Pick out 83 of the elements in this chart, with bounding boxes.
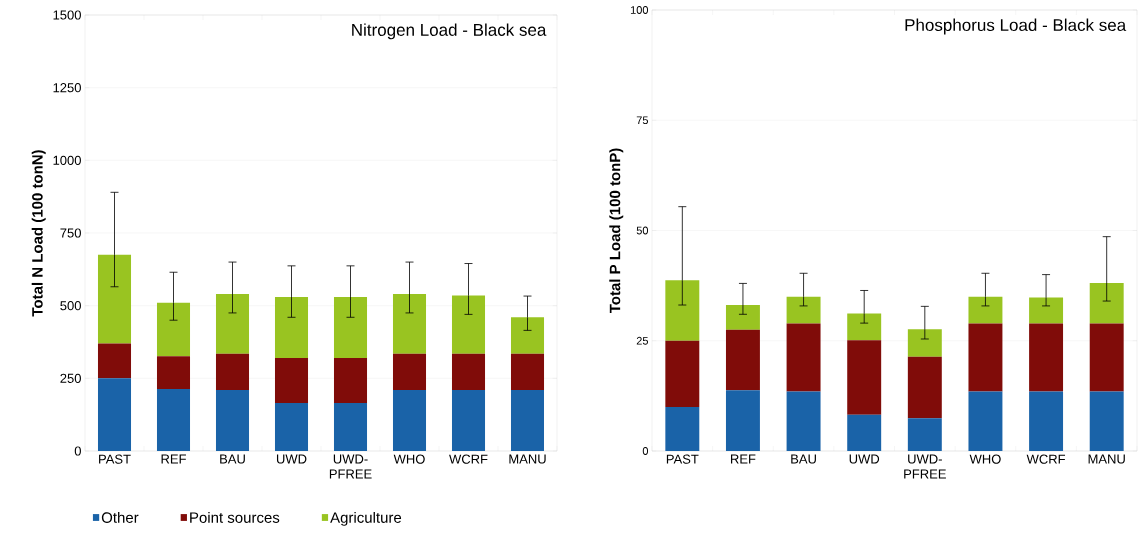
x-tick-label: PAST (99, 454, 131, 464)
legend-label: Other (101, 511, 139, 523)
bar (847, 414, 882, 451)
bar (1029, 297, 1064, 324)
bar (156, 302, 191, 357)
y-tick-label: 75 (636, 116, 648, 125)
y-axis-title: Total N Load (100 tonN) (31, 150, 46, 317)
bar (907, 329, 942, 357)
chart-title: Nitrogen Load - Black sea (352, 23, 547, 40)
legend-label: Agriculture (330, 511, 402, 526)
bar (725, 390, 760, 451)
bar (1029, 391, 1064, 451)
bar (786, 323, 821, 392)
x-tick-label: WHO (969, 454, 1001, 464)
x-tick-label: UWD (849, 454, 880, 464)
y-tick-label: 1500 (53, 10, 81, 20)
x-tick-label: REF (731, 454, 756, 464)
x-tick-label: WCRF (449, 454, 488, 464)
x-tick-label: UWD-PFREE (904, 454, 946, 479)
x-tick-label: REF (161, 454, 186, 464)
bar (392, 353, 427, 390)
bar (274, 403, 309, 451)
bar (451, 353, 486, 390)
x-tick-label: WCRF (1026, 454, 1066, 464)
bar (215, 389, 250, 451)
chart-title: Phosphorus Load - Black sea (905, 18, 1127, 35)
bar (1089, 282, 1124, 324)
bar (907, 418, 942, 451)
legend-label: Point sources (190, 511, 280, 523)
y-tick-label: 1000 (53, 155, 81, 165)
bar (510, 317, 545, 354)
x-tick-label: WHO (393, 454, 425, 464)
bar (451, 295, 486, 354)
bar (156, 356, 191, 390)
bar (725, 305, 760, 330)
bar (1089, 323, 1124, 392)
bar (786, 296, 821, 324)
bar (392, 294, 427, 354)
bar (786, 391, 821, 451)
bar (274, 296, 309, 358)
bar (847, 340, 882, 415)
y-tick-label: 25 (636, 336, 648, 345)
bar (1089, 391, 1124, 451)
x-tick-label: BAU (220, 454, 245, 464)
y-tick-label: 50 (636, 226, 649, 235)
bar (392, 389, 427, 451)
y-axis-title: Total P Load (100 tonP) (609, 148, 624, 314)
bar (725, 329, 760, 391)
bar (333, 357, 368, 404)
bar (97, 343, 132, 379)
x-tick-label: UWD-PFREE (329, 454, 372, 479)
x-tick-label: BAU (791, 454, 816, 464)
bar (968, 391, 1003, 451)
y-tick-label: 750 (60, 228, 81, 238)
y-tick-label: 0 (642, 447, 649, 455)
bar (847, 313, 882, 341)
y-tick-label: 0 (74, 446, 81, 456)
bar (510, 389, 545, 451)
x-tick-label: MANU (509, 454, 546, 464)
bar (215, 353, 250, 390)
bar (665, 340, 700, 407)
bar (156, 389, 191, 451)
bar (333, 403, 368, 451)
bar (274, 357, 309, 404)
x-tick-label: PAST (666, 454, 699, 464)
bar (968, 323, 1003, 392)
y-tick-label: 1250 (53, 83, 81, 93)
y-tick-label: 250 (60, 373, 81, 383)
bar (665, 406, 700, 451)
bar (968, 296, 1003, 324)
x-tick-label: UWD (276, 454, 307, 464)
bar (215, 294, 250, 354)
bar (1029, 323, 1064, 392)
y-tick-label: 500 (60, 301, 81, 311)
bar (510, 353, 545, 390)
bar (97, 254, 132, 344)
x-tick-label: MANU (1088, 454, 1125, 464)
bar (333, 296, 368, 358)
y-tick-label: 100 (630, 6, 649, 14)
bar (97, 378, 132, 451)
bar (907, 356, 942, 419)
bar (451, 389, 486, 451)
bar (665, 280, 700, 341)
